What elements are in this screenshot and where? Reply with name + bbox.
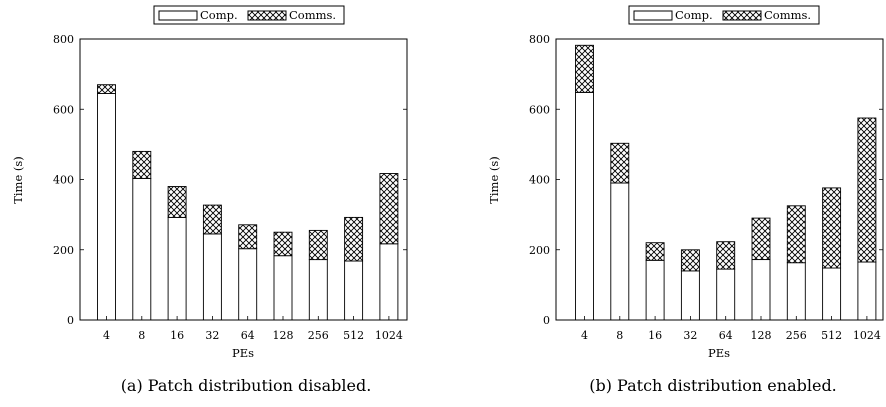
y-tick-label: 800 <box>529 33 550 46</box>
x-tick-label: 128 <box>751 329 772 342</box>
legend-b-label-comms: Comms. <box>764 8 811 22</box>
chart-a: Comp. Comms. 0 200 400 600 800 4 8 16 32 64 128 25… <box>11 5 408 395</box>
caption-a: (a) Patch distribution disabled. <box>121 376 372 395</box>
bar-comms-256 <box>786 205 806 264</box>
x-tick-label: 128 <box>273 329 294 342</box>
x-tick-label: 1024 <box>853 329 881 342</box>
bar-comms-64 <box>716 241 736 270</box>
x-tick-label: 8 <box>616 329 623 342</box>
x-tick-label: 512 <box>343 329 364 342</box>
y-axis-title-b: Time (s) <box>487 156 501 204</box>
bar-comms-4 <box>97 84 116 94</box>
bar-comms-64 <box>238 224 258 250</box>
x-axis-ticks-a: 4 8 16 32 64 128 256 512 1024 <box>103 316 403 342</box>
legend-b: Comp. Comms. <box>628 5 820 25</box>
chart-b: Comp. Comms. 0 200 400 600 800 4 8 16 32 64 128 25… <box>487 5 884 395</box>
x-tick-label: 8 <box>138 329 145 342</box>
x-axis-title-b: PEs <box>708 346 730 360</box>
legend-a-swatch-comms <box>247 10 287 21</box>
bar-comms-8 <box>610 142 630 184</box>
x-tick-label: 16 <box>170 329 184 342</box>
plot-frame-a <box>79 38 408 321</box>
x-tick-label: 4 <box>103 329 110 342</box>
bar-comms-16 <box>645 242 665 261</box>
bar-comms-8 <box>132 150 152 179</box>
x-axis-title-a: PEs <box>232 346 254 360</box>
bar-comp-32 <box>680 270 700 321</box>
bar-comp-128 <box>273 255 293 321</box>
x-tick-label: 32 <box>683 329 697 342</box>
legend-a-swatch-comp <box>158 10 198 21</box>
bar-comp-4 <box>97 92 116 321</box>
legend-a-label-comms: Comms. <box>289 8 336 22</box>
bars-a <box>97 84 399 321</box>
bar-comms-512 <box>344 216 364 262</box>
y-tick-label: 600 <box>53 103 74 116</box>
bar-comp-64 <box>238 248 258 321</box>
x-tick-label: 16 <box>648 329 662 342</box>
bar-comms-4 <box>575 44 594 93</box>
plot-frame-b <box>555 38 884 321</box>
bar-comp-128 <box>751 259 771 321</box>
y-axis-ticks-a: 0 200 400 600 800 <box>53 33 407 327</box>
bar-comp-256 <box>308 259 328 321</box>
y-tick-label: 200 <box>53 244 74 257</box>
x-tick-label: 1024 <box>375 329 403 342</box>
y-tick-label: 0 <box>543 314 550 327</box>
bar-comms-16 <box>167 186 187 218</box>
x-tick-label: 64 <box>241 329 255 342</box>
bar-comp-4 <box>575 91 594 321</box>
legend-b-swatch-comp <box>633 10 673 21</box>
x-tick-label: 32 <box>205 329 219 342</box>
y-tick-label: 0 <box>67 314 74 327</box>
caption-b: (b) Patch distribution enabled. <box>589 376 837 395</box>
bar-comp-512 <box>344 260 364 321</box>
bar-comp-64 <box>716 268 736 321</box>
bar-comp-8 <box>610 182 630 321</box>
bar-comms-1024 <box>857 117 877 263</box>
legend-b-swatch-comms <box>722 10 762 21</box>
legend-b-label-comp: Comp. <box>675 8 713 22</box>
x-tick-label: 256 <box>308 329 329 342</box>
bar-comms-512 <box>822 187 842 269</box>
bar-comp-16 <box>645 259 665 321</box>
x-tick-label: 4 <box>581 329 588 342</box>
bar-comms-32 <box>202 204 222 235</box>
legend-a-label-comp: Comp. <box>200 8 238 22</box>
bar-comp-1024 <box>379 243 399 321</box>
bar-comp-1024 <box>857 261 877 321</box>
bar-comp-256 <box>786 262 806 321</box>
x-axis-ticks-b: 4 8 16 32 64 128 256 512 1024 <box>581 316 881 342</box>
bar-comp-8 <box>132 177 152 321</box>
bar-comms-256 <box>308 229 328 261</box>
y-tick-label: 200 <box>529 244 550 257</box>
legend-a: Comp. Comms. <box>153 5 345 25</box>
bar-comp-512 <box>822 267 842 321</box>
bar-comms-1024 <box>379 173 399 245</box>
x-tick-label: 512 <box>821 329 842 342</box>
bars-b <box>575 44 877 321</box>
y-tick-label: 400 <box>53 174 74 187</box>
bar-comp-32 <box>202 233 222 321</box>
bar-comms-128 <box>273 231 293 257</box>
bar-comms-128 <box>751 217 771 260</box>
y-axis-title-a: Time (s) <box>11 156 25 204</box>
y-tick-label: 800 <box>53 33 74 46</box>
y-tick-label: 600 <box>529 103 550 116</box>
x-tick-label: 256 <box>786 329 807 342</box>
y-tick-label: 400 <box>529 174 550 187</box>
x-tick-label: 64 <box>719 329 733 342</box>
bar-comms-32 <box>680 249 700 272</box>
bar-comp-16 <box>167 216 187 321</box>
